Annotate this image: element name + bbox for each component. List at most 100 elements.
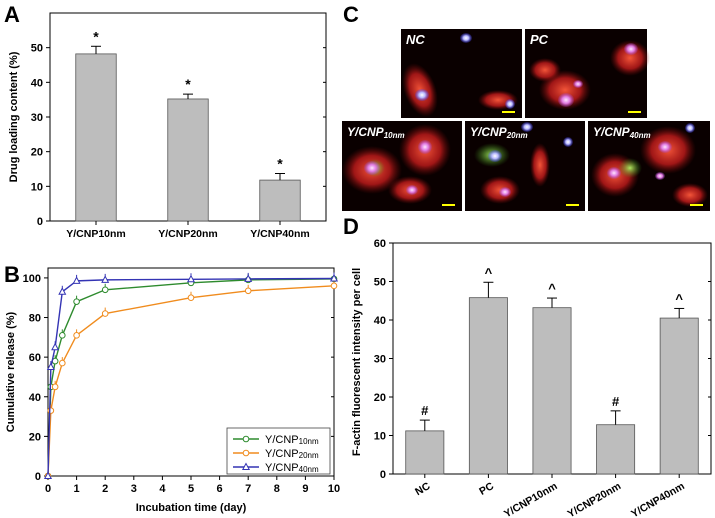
micrograph-label-y-cnp10-main: Y/CNP [347, 125, 385, 139]
legend-label-sub: 40nm [299, 465, 319, 474]
y-tick-label: 0 [35, 471, 41, 483]
significance-mark: * [185, 76, 191, 92]
micrograph-label-y-cnp40: Y/CNP40nm [593, 125, 651, 140]
panel-letter-a: A [4, 2, 20, 27]
x-tick-label: 4 [159, 483, 166, 495]
bar [259, 179, 301, 222]
y-tick-label: 40 [31, 77, 43, 89]
data-point [244, 274, 253, 282]
y-tick-label: 20 [374, 392, 386, 404]
data-point [101, 275, 110, 283]
legend-marker [242, 449, 250, 457]
y-tick-label: 20 [29, 431, 41, 443]
chart-a-ylabel: Drug loading content (%) [8, 51, 20, 182]
chart-b: Cumulative release (%) Incubation time (… [5, 267, 340, 514]
significance-mark: ^ [485, 265, 493, 280]
micrograph-label-y-cnp20: Y/CNP20nm [470, 125, 528, 140]
data-point [59, 332, 66, 339]
x-tick-label: 1 [74, 483, 80, 495]
panel-letter-c: C [343, 2, 359, 27]
bar [596, 424, 636, 475]
significance-mark: # [421, 403, 429, 418]
chart-b-xlabel: Incubation time (day) [136, 502, 247, 514]
significance-mark: ^ [548, 281, 556, 296]
x-tick-label: 2 [102, 483, 108, 495]
y-tick-label: 30 [31, 112, 43, 124]
micrograph-label-y-cnp40-sub: 40nm [629, 131, 651, 140]
data-point [43, 471, 53, 479]
y-tick-label: 0 [380, 469, 386, 481]
data-point [51, 342, 60, 351]
x-tick-label: 0 [45, 483, 51, 495]
y-tick-label: 60 [374, 238, 386, 250]
micrograph-label-nc: NC [406, 32, 425, 47]
data-point [58, 287, 67, 295]
y-cnp40-cells [591, 123, 708, 207]
data-point [187, 294, 195, 302]
x-tick-label: 5 [188, 483, 194, 495]
data-point [101, 286, 109, 294]
data-point [73, 332, 80, 339]
x-tick-label: PC [477, 480, 496, 498]
scale-bar-y-cnp10 [442, 204, 455, 206]
panel-letter-d: D [343, 214, 359, 239]
x-tick-label: 7 [245, 483, 251, 495]
x-tick-label: 9 [302, 483, 308, 495]
bar [405, 430, 445, 475]
scale-bar-pc [628, 111, 641, 113]
y-tick-label: 80 [29, 313, 41, 325]
data-point [47, 407, 55, 414]
micrograph-label-y-cnp10-sub: 10nm [384, 131, 405, 140]
pc-cells [529, 40, 650, 110]
y-tick-label: 30 [374, 354, 386, 366]
legend-label-sub: 20nm [299, 451, 319, 460]
x-tick-label: 8 [274, 483, 280, 495]
micrograph-label-y-cnp20-sub: 20nm [506, 131, 528, 140]
scale-bar-y-cnp40 [690, 204, 703, 206]
chart-d-ylabel: F-actin fluorescent intensity per cell [351, 268, 363, 456]
scale-bar-y-cnp20 [566, 204, 579, 206]
y-tick-label: 50 [31, 43, 43, 55]
x-tick-label: Y/CNP40nm [629, 480, 687, 518]
bar [659, 317, 699, 475]
y-cnp20-cells [474, 122, 573, 204]
y-tick-label: 20 [31, 147, 43, 159]
y-cnp10-cells [342, 124, 451, 204]
micrograph-panel: NC PC Y/CNP10nm Y/CNP20nm Y/CNP40nm [342, 29, 710, 211]
data-point [59, 359, 66, 367]
significance-mark: # [612, 394, 620, 409]
legend-label-sub: 10nm [299, 437, 319, 446]
y-tick-label: 10 [374, 431, 386, 443]
legend-marker [241, 462, 251, 470]
legend-label-main: Y/CNP [265, 448, 299, 460]
y-tick-label: 40 [29, 392, 41, 404]
x-tick-label: NC [413, 480, 432, 498]
legend-marker [242, 435, 250, 443]
data-point [244, 287, 252, 295]
panel-letter-b: B [4, 262, 20, 287]
significance-mark: ^ [675, 291, 683, 306]
y-tick-label: 60 [29, 352, 41, 364]
significance-mark: * [277, 156, 283, 172]
micrograph-label-y-cnp20-main: Y/CNP [470, 125, 508, 139]
data-point [51, 383, 59, 391]
data-point [72, 276, 81, 284]
x-tick-label: 3 [131, 483, 137, 495]
bar [75, 53, 117, 222]
y-tick-label: 0 [37, 216, 43, 228]
significance-mark: * [93, 28, 99, 44]
bar [167, 98, 209, 222]
data-point [186, 274, 196, 283]
x-tick-label: Y/CNP10nm [66, 228, 126, 240]
legend-label: Y/CNP40nm [265, 462, 319, 474]
y-tick-label: 100 [23, 273, 41, 285]
data-point [330, 282, 338, 290]
legend-label-main: Y/CNP [265, 462, 299, 474]
chart-d: F-actin fluorescent intensity per cell 0… [351, 238, 712, 518]
scale-bar-nc [502, 111, 515, 113]
legend-label: Y/CNP10nm [265, 434, 319, 446]
bar [532, 307, 572, 475]
data-point [73, 298, 80, 305]
